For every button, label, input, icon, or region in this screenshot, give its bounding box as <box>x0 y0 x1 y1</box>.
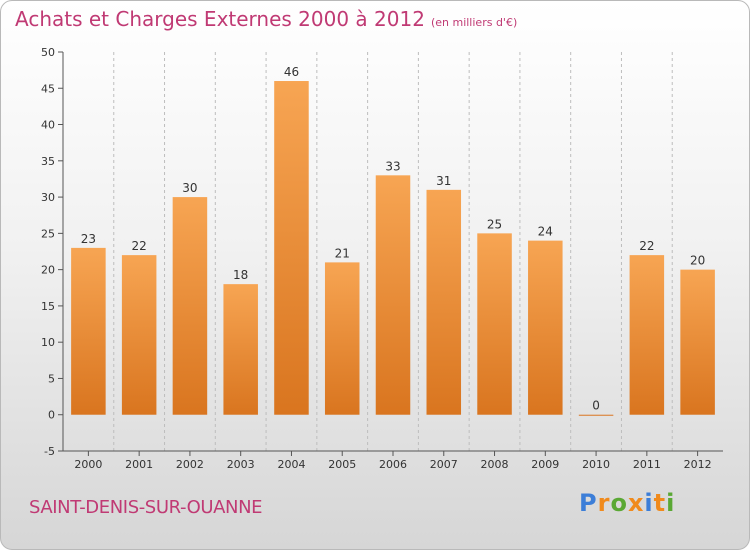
x-tick-label: 2010 <box>582 458 610 471</box>
y-tick-label: 25 <box>41 227 55 240</box>
bar <box>375 175 411 415</box>
x-tick-label: 2007 <box>430 458 458 471</box>
chart-title-text: Achats et Charges Externes 2000 à 2012 <box>15 7 425 31</box>
logo-letter: i <box>666 489 676 517</box>
bar <box>528 240 563 415</box>
y-tick-label: 50 <box>41 46 55 59</box>
y-tick-label: 5 <box>48 372 55 385</box>
logo-letter: i <box>644 489 654 517</box>
x-tick-label: 2006 <box>379 458 407 471</box>
bar-value-label: 20 <box>690 254 705 268</box>
x-tick-label: 2005 <box>328 458 356 471</box>
x-tick-label: 2012 <box>684 458 712 471</box>
y-tick-label: 20 <box>41 264 55 277</box>
y-tick-label: 45 <box>41 82 55 95</box>
y-tick-label: 10 <box>41 336 55 349</box>
x-tick-label: 2011 <box>633 458 661 471</box>
bar-value-label: 22 <box>639 239 654 253</box>
bar-value-label: 46 <box>284 65 299 79</box>
bar <box>680 269 715 415</box>
x-tick-label: 2000 <box>74 458 102 471</box>
x-tick-label: 2003 <box>227 458 255 471</box>
y-tick-label: 40 <box>41 119 55 132</box>
bar-value-label: 25 <box>487 217 502 231</box>
proxiti-logo: Proxiti <box>579 489 675 517</box>
bar-value-label: 24 <box>538 225 553 239</box>
bar-value-label: 22 <box>132 239 147 253</box>
y-tick-label: 35 <box>41 155 55 168</box>
logo-letter: x <box>627 489 645 517</box>
bar-value-label: 33 <box>385 159 400 173</box>
bar-value-label: 30 <box>182 181 197 195</box>
x-tick-label: 2004 <box>277 458 305 471</box>
y-tick-label: 30 <box>41 191 55 204</box>
bar <box>578 414 614 416</box>
bar-value-label: 0 <box>592 399 600 413</box>
y-tick-label: -5 <box>44 445 55 458</box>
x-tick-label: 2002 <box>176 458 204 471</box>
logo-letter: o <box>610 489 628 517</box>
y-tick-label: 15 <box>41 300 55 313</box>
bar <box>274 81 309 415</box>
bar <box>121 255 157 415</box>
logo-letter: P <box>579 489 598 517</box>
x-tick-label: 2001 <box>125 458 153 471</box>
bar <box>71 247 106 415</box>
bar <box>629 255 665 415</box>
logo-letter: t <box>653 489 667 517</box>
x-tick-label: 2008 <box>481 458 509 471</box>
bar <box>172 197 208 415</box>
bar-value-label: 21 <box>335 246 350 260</box>
y-tick-label: 0 <box>48 409 55 422</box>
bar <box>223 284 258 415</box>
commune-name: SAINT-DENIS-SUR-OUANNE <box>29 497 263 518</box>
logo-letter: r <box>597 489 611 517</box>
bar <box>324 262 360 415</box>
bar <box>426 189 462 415</box>
bar-value-label: 23 <box>81 232 96 246</box>
chart-unit: (en milliers d'€) <box>430 16 518 29</box>
bar-value-label: 18 <box>233 268 248 282</box>
x-tick-label: 2009 <box>531 458 559 471</box>
bar <box>477 233 512 415</box>
chart-title: Achats et Charges Externes 2000 à 2012 (e… <box>15 7 517 31</box>
bar-value-label: 31 <box>436 174 451 188</box>
